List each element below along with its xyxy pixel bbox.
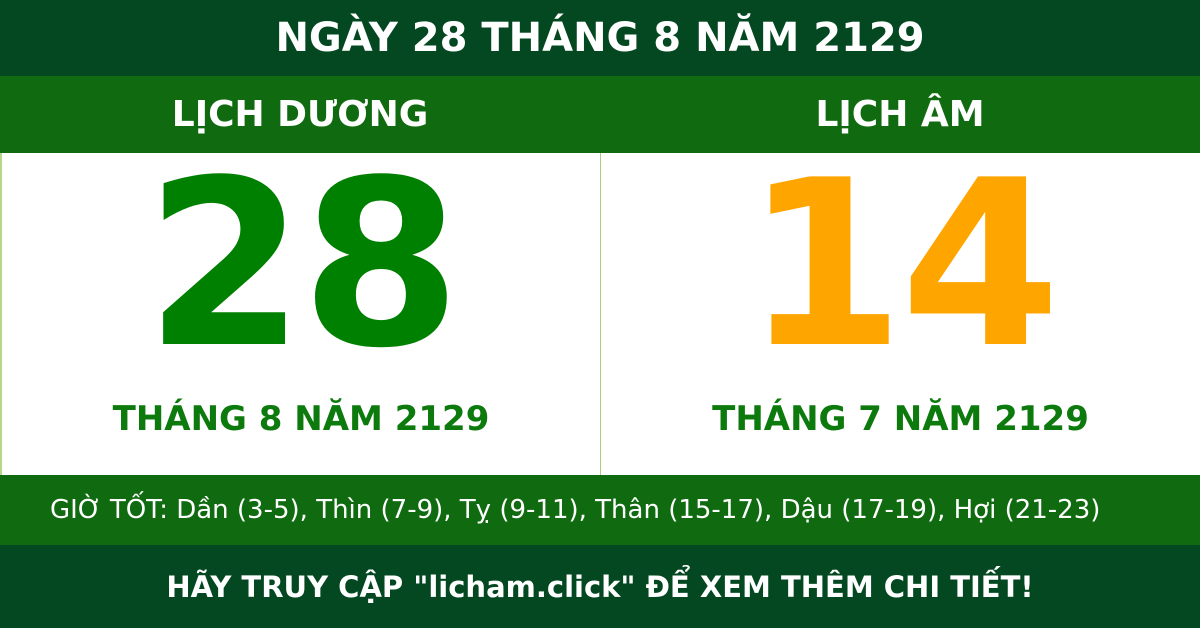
lunar-day: 14 [744, 132, 1060, 399]
good-hours: GIỜ TỐT: Dần (3-5), Thìn (7-9), Tỵ (9-11… [0, 475, 1200, 545]
solar-month-year: THÁNG 8 NĂM 2129 [112, 399, 490, 439]
page-title: NGÀY 28 THÁNG 8 NĂM 2129 [0, 0, 1200, 76]
lunar-calendar-label: LỊCH ÂM [815, 94, 985, 135]
solar-panel: 28 THÁNG 8 NĂM 2129 [0, 132, 600, 475]
solar-day: 28 [144, 132, 461, 399]
lunar-month-year: THÁNG 7 NĂM 2129 [712, 399, 1089, 439]
calendar-body: 28 THÁNG 8 NĂM 2129 14 THÁNG 7 NĂM 2129 [0, 132, 1200, 475]
solar-calendar-label: LỊCH DƯƠNG [171, 94, 429, 135]
footer-cta: HÃY TRUY CẬP "licham.click" ĐỂ XEM THÊM … [0, 545, 1200, 628]
calendar-headers: LỊCH DƯƠNG LỊCH ÂM [0, 76, 1200, 153]
lunar-panel: 14 THÁNG 7 NĂM 2129 [600, 132, 1200, 475]
